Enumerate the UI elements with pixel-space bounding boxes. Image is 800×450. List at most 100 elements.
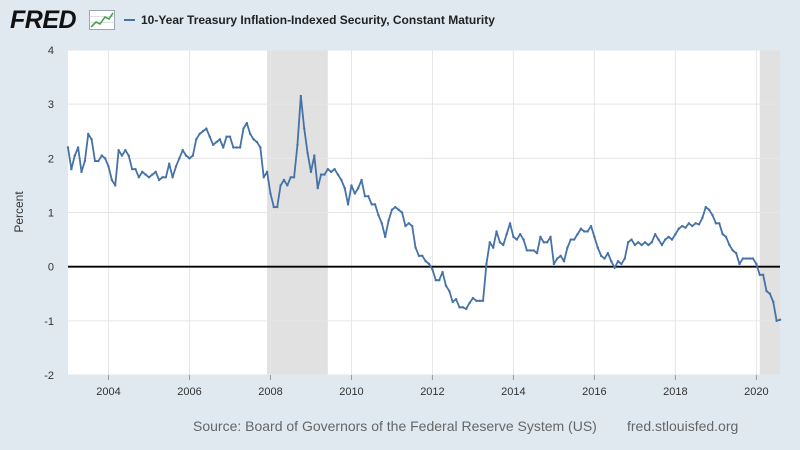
fred-logo[interactable]: FRED — [10, 6, 77, 34]
data-point — [495, 230, 498, 233]
data-point — [606, 251, 610, 255]
y-axis-label: Percent — [12, 191, 26, 233]
data-point — [518, 232, 522, 236]
data-point — [211, 143, 215, 146]
data-point — [76, 146, 80, 149]
data-point — [360, 178, 363, 182]
data-point — [464, 307, 468, 311]
data-point — [137, 176, 141, 179]
data-point — [677, 227, 680, 230]
data-point — [242, 127, 245, 130]
data-point — [191, 154, 195, 157]
data-point — [535, 251, 539, 255]
data-point — [593, 235, 596, 239]
data-point — [444, 284, 448, 287]
data-point — [144, 173, 147, 176]
data-point — [394, 205, 397, 209]
data-point — [522, 238, 525, 241]
data-point — [114, 184, 117, 187]
x-axis-ticks: 2004 2006 2008 2010 2012 2014 2016 2018 2020 — [96, 375, 769, 398]
data-point — [738, 262, 741, 266]
data-point — [481, 299, 485, 302]
data-point — [721, 232, 724, 236]
data-point — [768, 292, 772, 295]
data-point — [637, 241, 640, 244]
data-point — [728, 243, 731, 247]
data-point — [427, 262, 431, 266]
data-point — [431, 268, 434, 271]
data-point — [130, 167, 134, 171]
data-point — [745, 257, 748, 260]
data-point — [208, 135, 211, 138]
data-point — [100, 154, 103, 157]
data-point — [623, 257, 626, 260]
data-point — [532, 249, 535, 252]
data-point — [154, 170, 157, 174]
data-point — [626, 241, 630, 244]
data-point — [650, 241, 653, 244]
data-point — [265, 170, 269, 174]
data-point — [124, 149, 127, 152]
data-point — [468, 301, 471, 305]
data-point — [269, 192, 272, 195]
data-point — [87, 132, 90, 136]
data-point — [333, 167, 336, 171]
data-point — [647, 243, 650, 247]
data-point — [201, 130, 205, 133]
data-point — [245, 121, 249, 125]
chart-header: FRED 10-Year Treasury Inflation-Indexed … — [0, 0, 800, 40]
data-point — [147, 176, 151, 179]
data-point — [387, 219, 390, 222]
data-point — [127, 154, 130, 157]
data-point — [539, 235, 542, 239]
fred-graph-icon — [89, 10, 115, 30]
data-point — [110, 178, 114, 182]
data-point — [120, 154, 124, 157]
y-tick-label: 2 — [48, 153, 54, 165]
data-point — [714, 222, 718, 225]
data-point — [566, 246, 569, 249]
data-point — [340, 178, 343, 182]
data-point — [222, 146, 225, 149]
data-point — [765, 289, 768, 293]
data-point — [424, 260, 427, 263]
data-point — [701, 216, 704, 220]
data-point — [306, 151, 309, 155]
x-tick-label: 2012 — [420, 386, 444, 398]
data-point — [397, 208, 400, 211]
data-point — [195, 138, 198, 141]
data-point — [323, 173, 326, 176]
data-point — [576, 232, 579, 236]
data-point — [383, 235, 387, 239]
data-point — [475, 299, 478, 302]
data-point — [117, 149, 120, 152]
data-point — [252, 138, 255, 141]
data-point — [178, 157, 181, 160]
data-point — [319, 173, 323, 176]
data-point — [724, 235, 728, 239]
data-point — [400, 211, 404, 214]
x-tick-label: 2010 — [339, 386, 363, 398]
site-link[interactable]: fred.stlouisfed.org — [627, 418, 739, 434]
data-point — [461, 306, 465, 309]
data-point — [292, 176, 296, 179]
data-point — [562, 260, 566, 263]
data-point — [184, 154, 188, 157]
data-point — [390, 208, 394, 211]
x-tick-label: 2020 — [744, 386, 768, 398]
data-point — [670, 238, 674, 241]
data-point — [249, 132, 252, 136]
data-point — [525, 249, 529, 252]
data-point — [235, 146, 238, 149]
y-tick-label: 0 — [48, 262, 54, 274]
data-point — [225, 135, 228, 138]
data-point — [667, 235, 670, 239]
data-point — [664, 238, 667, 241]
data-point — [289, 176, 292, 179]
data-point — [657, 238, 660, 241]
data-point — [93, 159, 97, 163]
data-point — [761, 273, 765, 276]
chart-legend: 10-Year Treasury Inflation-Indexed Secur… — [124, 11, 495, 29]
data-point — [259, 146, 262, 149]
data-point — [616, 260, 620, 263]
